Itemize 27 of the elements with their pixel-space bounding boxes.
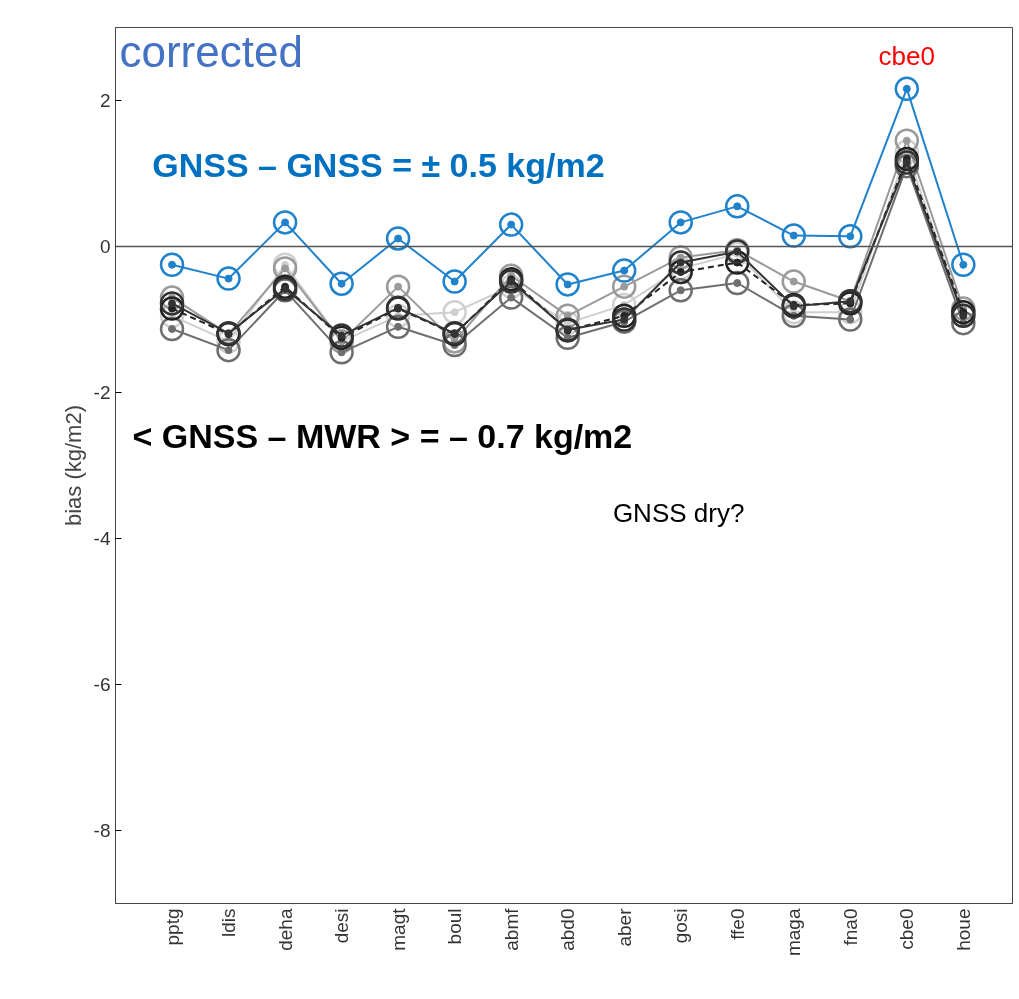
- y-tick-label: 2: [99, 90, 111, 111]
- x-tick-label: ffe0: [726, 908, 748, 940]
- y-tick-label: -4: [93, 528, 111, 549]
- y-tick-label: -8: [93, 820, 111, 841]
- x-tick-label: maga: [783, 908, 805, 957]
- x-tick-label: ldis: [218, 908, 240, 938]
- x-tick-label: magt: [387, 907, 409, 951]
- y-tick-label: -2: [93, 382, 111, 403]
- x-tick-label: pptg: [161, 908, 183, 946]
- x-tick-label: gosi: [670, 908, 692, 944]
- x-tick-label: aber: [613, 907, 635, 947]
- annotation: GNSS dry?: [612, 497, 745, 528]
- x-tick-label: cbe0: [896, 908, 918, 950]
- x-tick-label: boul: [444, 908, 466, 945]
- x-tick-label: houe: [952, 908, 974, 951]
- annotation: corrected: [119, 27, 303, 77]
- x-tick-label: deha: [274, 908, 296, 951]
- y-axis-title: bias (kg/m2): [60, 404, 86, 527]
- annotation: < GNSS – MWR > = – 0.7 kg/m2: [132, 417, 633, 456]
- x-tick-label: fna0: [839, 908, 861, 946]
- y-tick-label: 0: [99, 236, 111, 257]
- x-tick-label: abd0: [557, 908, 579, 951]
- annotation: GNSS – GNSS = ± 0.5 kg/m2: [152, 145, 605, 184]
- y-tick-label: -6: [93, 674, 111, 695]
- annotation: cbe0: [878, 40, 936, 71]
- x-tick-label: abmf: [500, 907, 522, 951]
- x-tick-label: desi: [331, 908, 353, 944]
